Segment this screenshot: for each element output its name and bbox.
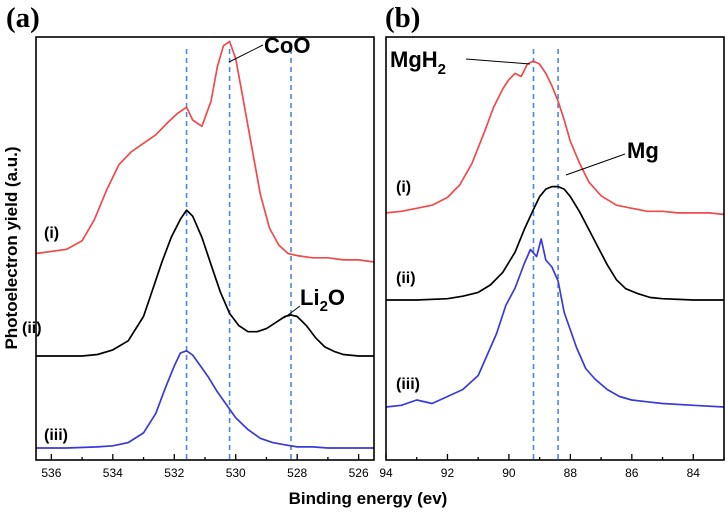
panel-b-x-tick-label-94: 94: [379, 466, 393, 480]
panel-a-x-tick-label-536: 536: [41, 466, 61, 480]
mgh2-leader-line: [465, 58, 531, 65]
panel-a-x-tick-label-530: 530: [226, 466, 246, 480]
panel-a: (a) 536 534 532 530 528 526 (i) (ii) (iii) Co…: [6, 2, 375, 480]
panel-b-series-i-line: [385, 60, 725, 216]
panel-a-series-iii-line: [36, 349, 374, 449]
mg-annotation: Mg: [627, 138, 659, 163]
panel-b-series-iii-line: [385, 238, 725, 408]
panel-a-series-label-ii: (ii): [22, 320, 42, 337]
li2o-leader-line: [283, 305, 301, 319]
panel-b-series-label-ii: (ii): [396, 270, 416, 287]
panel-b-x-tick-label-92: 92: [441, 466, 455, 480]
y-axis-title: Photoelectron yield (a.u.): [2, 146, 21, 349]
panel-b-frame: [385, 36, 725, 461]
panel-a-x-tick-label-534: 534: [103, 466, 123, 480]
panel-a-series-i-line: [35, 40, 375, 263]
panel-b-series-label-i: (i): [396, 179, 411, 196]
coo-annotation: CoO: [264, 33, 310, 58]
x-axis-title: Binding energy (ev): [289, 489, 448, 508]
panel-a-label: (a): [6, 2, 40, 34]
panel-b-series-ii-line: [386, 185, 724, 301]
panel-b-x-tick-label-84: 84: [687, 466, 701, 480]
li2o-annotation: Li2O: [300, 285, 345, 315]
panel-b-series-label-iii: (iii): [396, 376, 420, 393]
panel-a-series-label-i: (i): [44, 225, 59, 242]
panel-b-x-tick-label-86: 86: [625, 466, 639, 480]
panel-a-x-tick-label-532: 532: [164, 466, 184, 480]
panel-a-series-label-iii: (iii): [44, 427, 68, 444]
panel-a-x-tick-label-528: 528: [287, 466, 307, 480]
panel-a-series-ii-line: [36, 209, 374, 357]
panel-b-x-tick-label-88: 88: [564, 466, 578, 480]
mg-leader-line: [565, 153, 626, 176]
coo-leader-line: [228, 44, 264, 63]
panel-b-x-tick-label-90: 90: [502, 466, 516, 480]
panel-a-x-tick-label-526: 526: [349, 466, 369, 480]
mgh2-annotation: MgH2: [390, 47, 446, 78]
panel-b-label: (b): [385, 2, 420, 34]
panel-b: (b) 94 92 90 88 86 84 (i) (ii) (iii) MgH2 Mg: [379, 2, 725, 480]
